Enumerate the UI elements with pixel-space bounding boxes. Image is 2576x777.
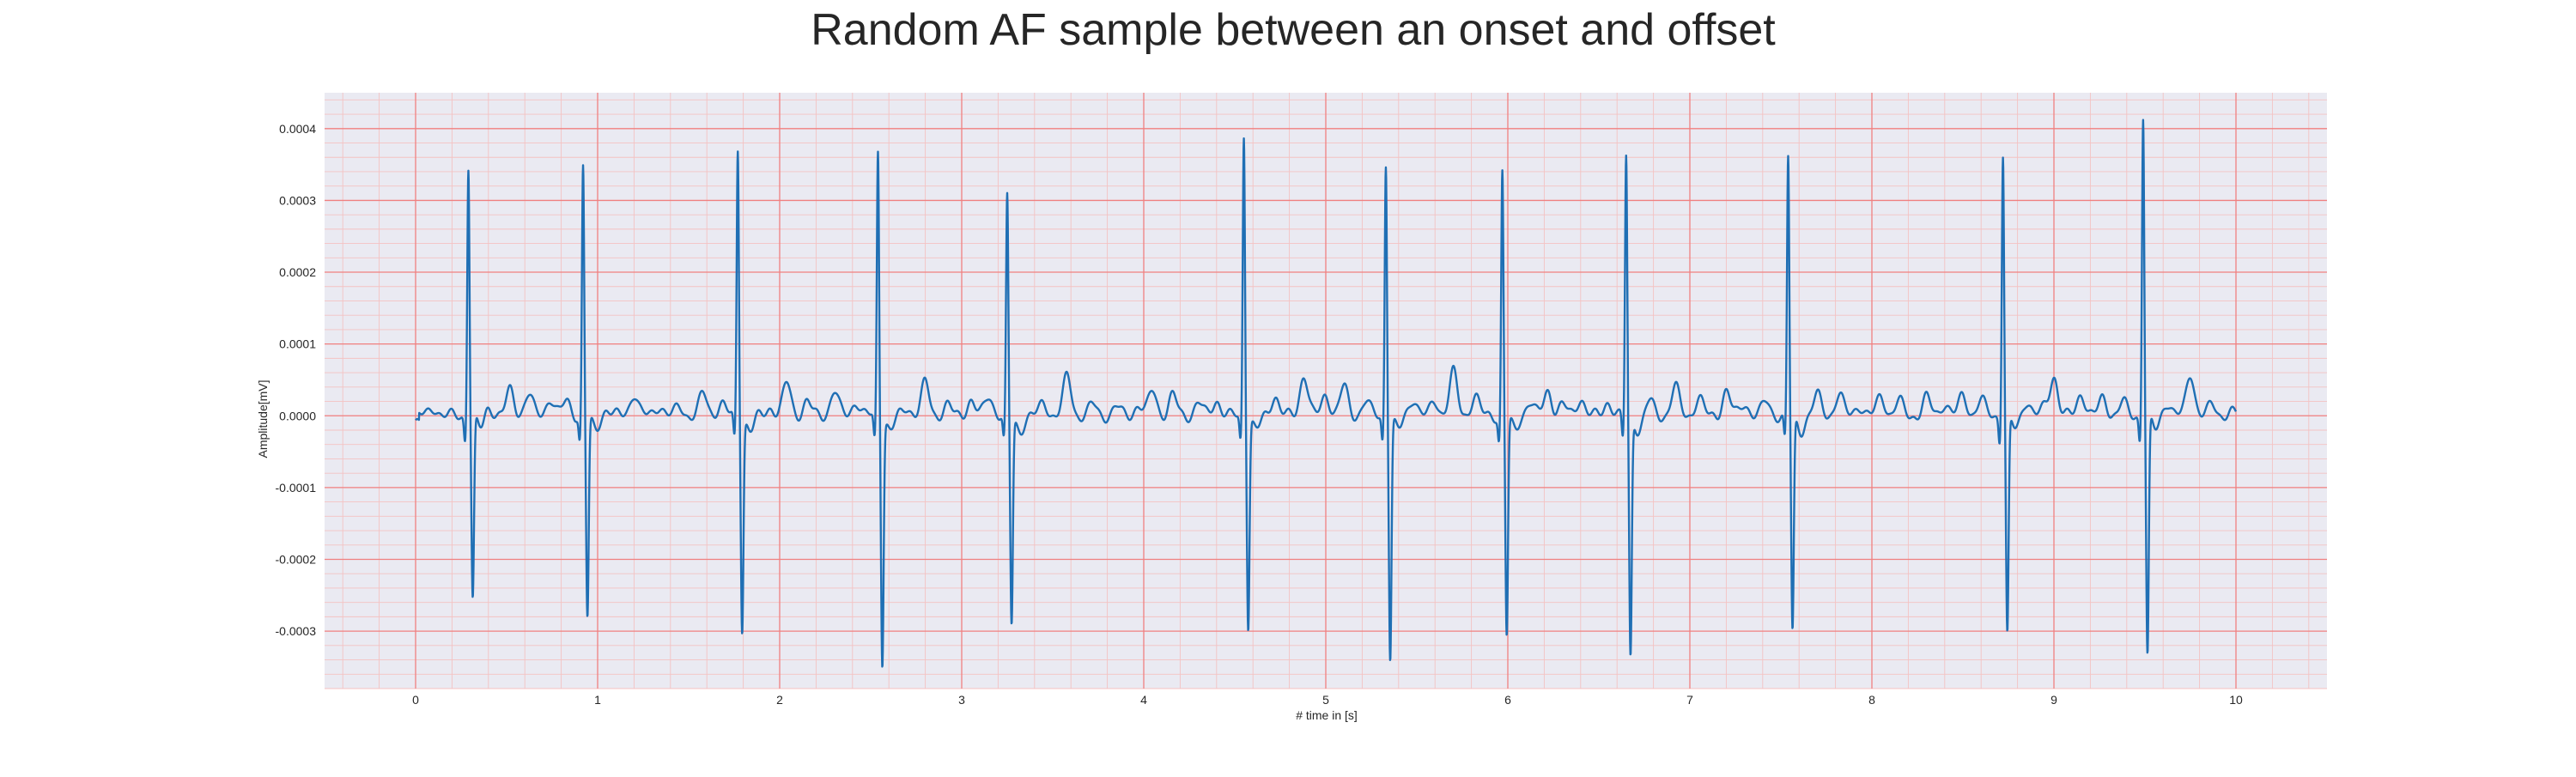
y-tick-label: -0.0003 bbox=[276, 624, 317, 638]
x-tick-label: 1 bbox=[594, 693, 601, 707]
x-tick-label: 10 bbox=[2229, 693, 2243, 707]
y-tick-label: 0.0003 bbox=[279, 193, 316, 207]
y-axis-label: Amplitude[mV] bbox=[256, 379, 270, 458]
y-tick-label: 0.0002 bbox=[279, 265, 316, 279]
y-tick-label: 0.0000 bbox=[279, 409, 316, 422]
x-tick-label: 8 bbox=[1868, 693, 1875, 707]
y-tick-label: 0.0001 bbox=[279, 337, 316, 351]
y-tick-label: -0.0001 bbox=[276, 481, 317, 495]
x-tick-label: 0 bbox=[412, 693, 419, 707]
x-tick-label: 7 bbox=[1686, 693, 1693, 707]
x-axis-ticks: 0 1 2 3 4 5 6 7 8 9 10 bbox=[412, 693, 2243, 707]
x-tick-label: 3 bbox=[958, 693, 965, 707]
y-axis-ticks: 0.0004 0.0003 0.0002 0.0001 0.0000 -0.0001 -0.… bbox=[276, 122, 317, 638]
ecg-signal-line bbox=[415, 118, 2238, 668]
x-tick-label: 6 bbox=[1504, 693, 1511, 707]
major-grid bbox=[325, 93, 2327, 689]
x-tick-label: 2 bbox=[776, 693, 783, 707]
y-tick-label: 0.0004 bbox=[279, 122, 316, 136]
x-tick-label: 5 bbox=[1322, 693, 1329, 707]
y-tick-label: -0.0002 bbox=[276, 552, 317, 566]
x-axis-label: # time in [s] bbox=[1296, 708, 1358, 722]
x-tick-label: 4 bbox=[1140, 693, 1147, 707]
x-tick-label: 9 bbox=[2050, 693, 2057, 707]
chart-title: Random AF sample between an onset and of… bbox=[811, 5, 1776, 55]
